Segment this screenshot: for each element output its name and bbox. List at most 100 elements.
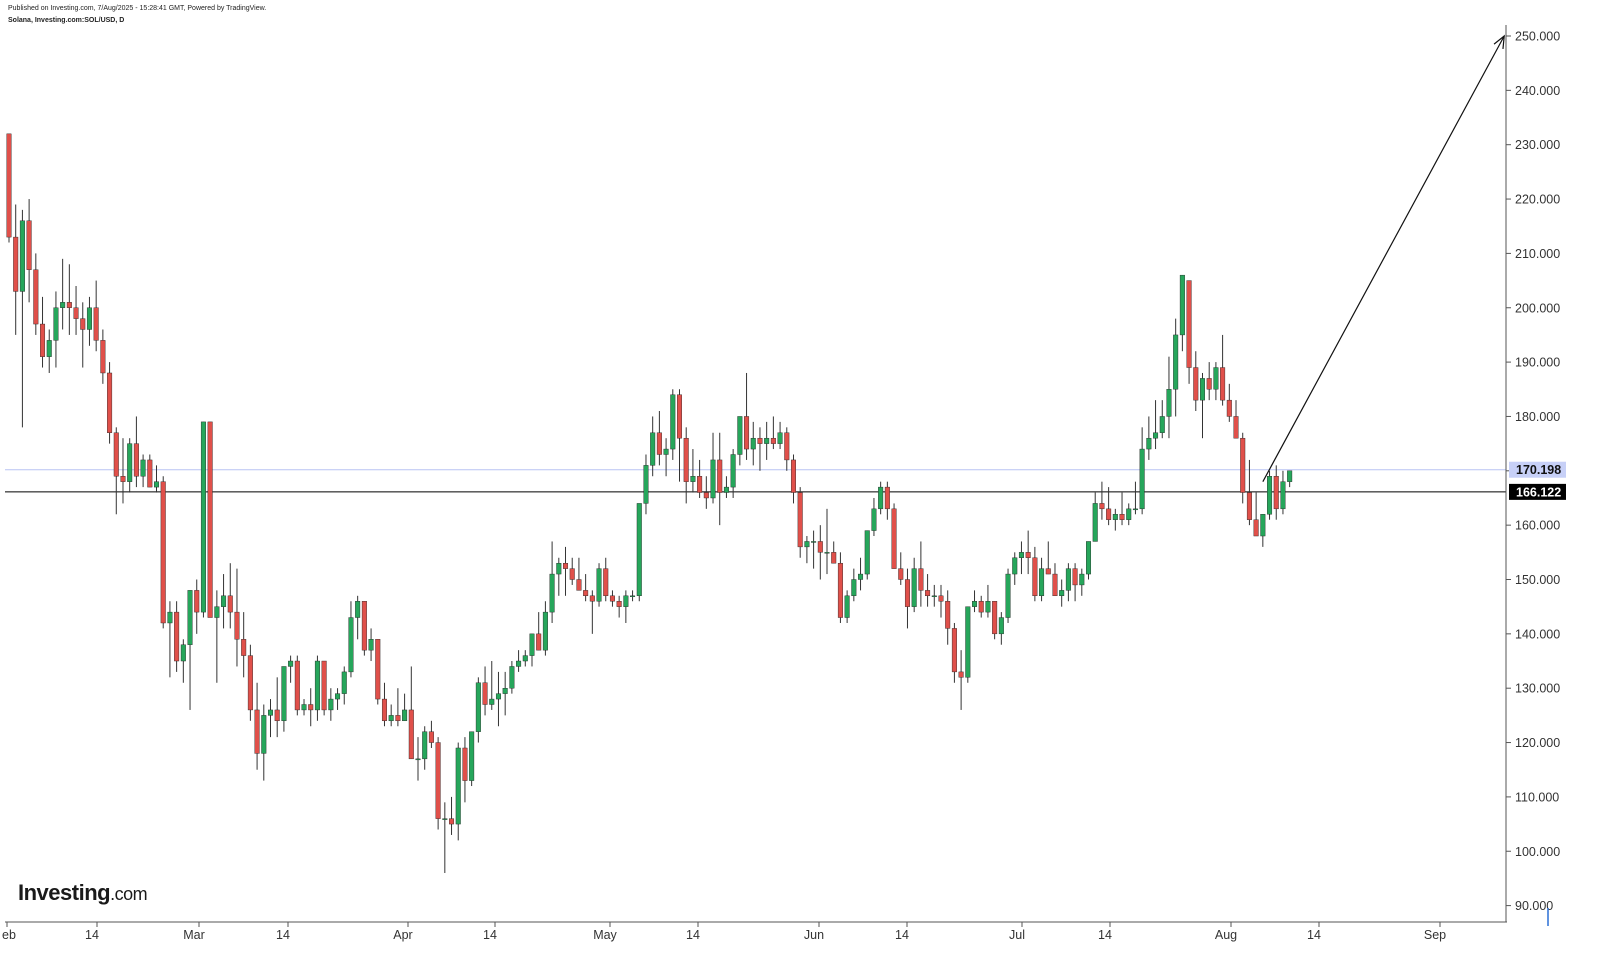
candle-up — [623, 595, 629, 607]
y-tick-label: 110.000 — [1515, 790, 1559, 804]
candle-up — [851, 579, 857, 597]
candle-up — [19, 220, 25, 292]
candle-down — [683, 437, 689, 482]
candle-down — [1072, 568, 1078, 586]
candle-up — [281, 666, 287, 722]
x-tick-label: Jun — [804, 928, 824, 942]
candle-down — [589, 595, 595, 602]
candle-up — [1166, 389, 1172, 417]
candle-up — [1173, 334, 1179, 390]
reference-level-label-text: 166.122 — [1516, 485, 1561, 499]
candle-down — [951, 628, 957, 673]
candle-up — [1018, 552, 1024, 558]
candle-up — [878, 486, 884, 510]
candle-up — [267, 709, 273, 716]
candle-down — [1045, 568, 1051, 575]
candle-up — [636, 503, 642, 597]
candle-up — [355, 601, 361, 618]
candle-down — [891, 508, 897, 569]
candle-down — [174, 611, 180, 662]
candle-up — [53, 307, 59, 341]
candle-up — [402, 709, 408, 722]
y-tick-label: 180.000 — [1515, 410, 1560, 424]
candle-up — [690, 476, 696, 482]
candle-down — [80, 318, 86, 330]
candle-down — [194, 590, 200, 613]
candle-up — [60, 302, 66, 308]
candle-up — [750, 437, 756, 450]
candle-down — [563, 562, 569, 569]
candle-down — [274, 709, 280, 722]
candle-down — [408, 709, 414, 760]
candle-up — [542, 611, 548, 651]
candle-up — [516, 660, 522, 667]
candle-up — [214, 606, 220, 618]
candle-up — [388, 715, 394, 722]
arrow-head — [1493, 34, 1505, 49]
x-tick-label: May — [593, 928, 617, 942]
candle-up — [998, 617, 1004, 635]
y-tick-label: 130.000 — [1515, 682, 1560, 696]
y-tick-label: 140.000 — [1515, 627, 1560, 641]
candle-down — [133, 443, 139, 477]
candle-up — [1092, 503, 1098, 542]
candle-up — [200, 421, 206, 613]
x-tick-label: 14 — [1307, 928, 1321, 942]
candle-down — [308, 704, 314, 711]
candle-up — [858, 573, 864, 580]
candle-down — [1193, 367, 1199, 401]
candle-up — [710, 459, 716, 499]
candle-up — [670, 394, 676, 450]
reference-level-label-box — [1509, 483, 1566, 500]
y-tick-label: 120.000 — [1515, 736, 1560, 750]
current-price-label-text: 170.198 — [1516, 463, 1561, 477]
candle-up — [844, 595, 850, 618]
candle-down — [945, 601, 951, 629]
y-tick-label: 210.000 — [1515, 247, 1560, 261]
candle-up — [911, 568, 917, 607]
candle-down — [1226, 399, 1232, 417]
candle-down — [938, 595, 944, 602]
candle-down — [1032, 557, 1038, 597]
candle-down — [482, 682, 488, 705]
logo-suffix: .com — [110, 884, 148, 904]
candle-up — [650, 432, 656, 466]
candle-down — [254, 709, 260, 754]
candle-up — [1267, 476, 1273, 515]
candle-down — [1246, 492, 1252, 520]
candle-down — [770, 437, 776, 444]
candle-down — [831, 552, 837, 564]
x-tick-label: Apr — [393, 928, 412, 942]
candle-up — [341, 671, 347, 694]
candle-up — [261, 715, 267, 754]
candle-down — [93, 307, 99, 341]
candle-up — [972, 601, 978, 607]
candle-down — [1119, 514, 1125, 520]
candles — [6, 133, 1293, 873]
candle-down — [13, 236, 19, 292]
candle-up — [489, 698, 495, 705]
investing-logo: Investing.com — [18, 880, 148, 906]
candle-up — [985, 601, 991, 613]
candle-up — [348, 617, 354, 673]
candle-down — [817, 541, 823, 553]
candle-up — [415, 758, 421, 761]
candle-up — [596, 568, 602, 602]
candle-down — [904, 579, 910, 607]
candle-down — [697, 476, 703, 493]
x-tick-label: Sep — [1424, 928, 1446, 942]
candle-up — [556, 562, 562, 575]
symbol-caption: Solana, Investing.com:SOL/USD, D — [8, 17, 125, 24]
candle-up — [1139, 448, 1145, 510]
candle-down — [234, 611, 240, 640]
candle-down — [978, 601, 984, 613]
candle-down — [1025, 552, 1031, 558]
candle-down — [609, 595, 615, 602]
candle-up — [1132, 508, 1138, 511]
candle-down — [6, 133, 12, 238]
candle-down — [925, 590, 931, 597]
current-price-label-box — [1509, 461, 1566, 478]
candle-up — [1287, 470, 1293, 482]
